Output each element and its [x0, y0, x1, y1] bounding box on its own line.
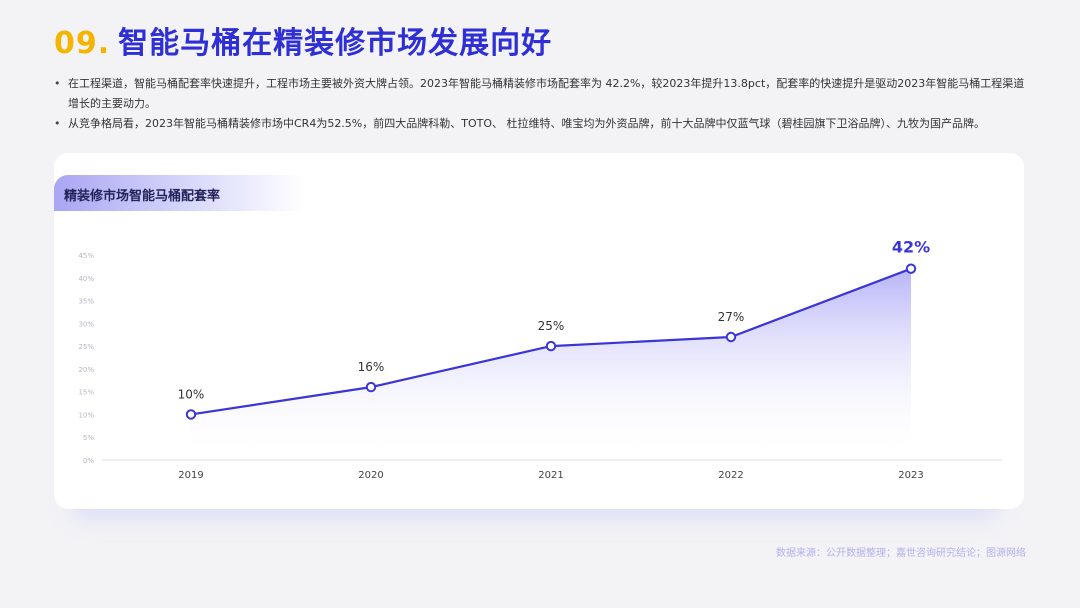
x-tick-label: 2019 — [178, 470, 203, 481]
chart-tag-label: 精装修市场智能马桶配套率 — [64, 189, 221, 204]
data-label: 42% — [892, 238, 930, 257]
chart-tag: 精装修市场智能马桶配套率 — [54, 175, 304, 211]
data-point — [185, 409, 197, 420]
area-fill — [191, 268, 911, 460]
y-tick-label: 40% — [78, 275, 94, 283]
title-text: 智能马桶在精装修市场发展向好 — [118, 26, 553, 61]
bullet-list: 在工程渠道，智能马桶配套率快速提升，工程市场主要被外资大牌占领。2023年智能马… — [54, 74, 1034, 134]
y-tick-label: 15% — [78, 389, 94, 397]
bullet-item: 从竞争格局看，2023年智能马桶精装修市场中CR4为52.5%，前四大品牌科勒、… — [54, 114, 1034, 134]
data-label: 25% — [538, 319, 565, 333]
x-tick-label: 2020 — [358, 470, 383, 481]
x-tick-label: 2022 — [718, 470, 743, 481]
data-point — [365, 381, 377, 393]
y-tick-label: 20% — [78, 366, 94, 374]
y-tick-label: 25% — [78, 343, 94, 351]
data-point — [905, 263, 917, 274]
y-tick-label: 10% — [78, 411, 94, 419]
y-tick-label: 5% — [83, 434, 94, 442]
data-label: 10% — [178, 387, 205, 401]
x-tick-label: 2021 — [538, 470, 563, 481]
bullet-item: 在工程渠道，智能马桶配套率快速提升，工程市场主要被外资大牌占领。2023年智能马… — [54, 74, 1034, 114]
source-note: 数据来源：公开数据整理；嘉世咨询研究结论；图源网络 — [776, 548, 1026, 559]
page-title: 09. 智能马桶在精装修市场发展向好 — [54, 18, 552, 62]
chart-card: 精装修市场智能马桶配套率 0% 5% 10% 15% 20% 25% 30% 35% 40% 45… — [54, 153, 1024, 509]
x-tick-label: 2023 — [898, 470, 923, 481]
data-point — [545, 340, 557, 352]
data-label: 27% — [718, 310, 745, 324]
y-tick-label: 45% — [78, 252, 94, 260]
line-chart: 0% 5% 10% 15% 20% 25% 30% 35% 40% 45% 10% 16% 25% 27%… — [78, 238, 1002, 481]
y-tick-label: 30% — [78, 320, 94, 328]
y-tick-label: 35% — [78, 298, 94, 306]
data-point — [725, 331, 737, 343]
data-label: 16% — [358, 360, 385, 374]
y-tick-label: 0% — [83, 457, 94, 465]
title-number: 09. — [54, 26, 111, 61]
